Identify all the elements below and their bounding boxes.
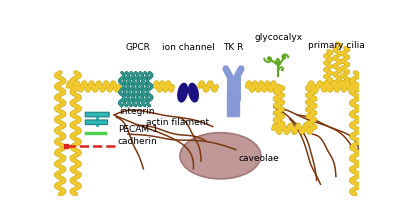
Polygon shape xyxy=(189,83,198,102)
Text: GPCR: GPCR xyxy=(126,44,150,52)
FancyBboxPatch shape xyxy=(85,120,108,125)
Text: caveolae: caveolae xyxy=(238,154,279,163)
Text: primary cilia: primary cilia xyxy=(308,41,364,50)
Text: ion channel: ion channel xyxy=(162,44,214,52)
Text: actin filament: actin filament xyxy=(146,118,210,127)
Text: integrin: integrin xyxy=(119,107,154,116)
Text: TK R: TK R xyxy=(223,44,244,52)
Text: glycocalyx: glycocalyx xyxy=(254,33,302,42)
Polygon shape xyxy=(178,83,188,102)
Text: PECAM-1: PECAM-1 xyxy=(118,125,158,134)
FancyBboxPatch shape xyxy=(85,112,109,117)
Ellipse shape xyxy=(180,133,261,179)
Text: cadherin: cadherin xyxy=(118,138,158,146)
